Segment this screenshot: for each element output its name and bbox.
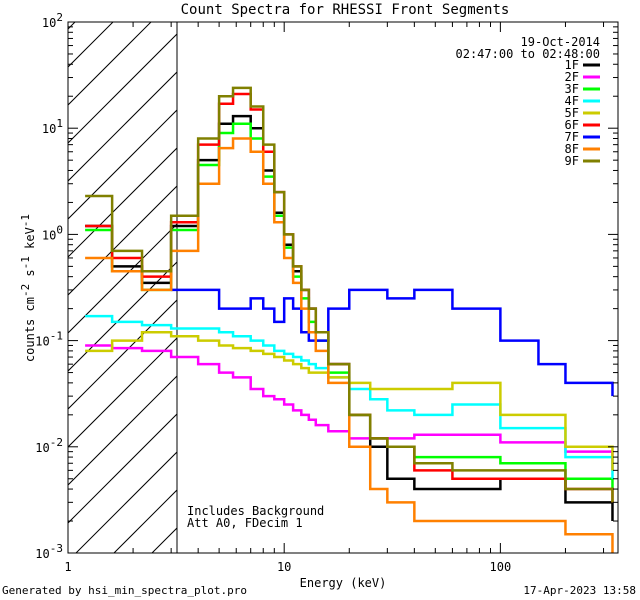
x-axis-label: Energy (keV) bbox=[300, 576, 387, 590]
series-layer bbox=[85, 86, 614, 553]
legend-label: 6F bbox=[565, 118, 579, 132]
legend-label: 2F bbox=[565, 70, 579, 84]
y-axis: 10-3 10-2 10-1 100 101 102 bbox=[35, 11, 618, 561]
annotation-attenuator: Att A0, FDecim 1 bbox=[187, 516, 303, 530]
legend-label: 9F bbox=[565, 154, 579, 168]
y-tick-label: 10-2 bbox=[35, 436, 63, 455]
date-label: 19-Oct-2014 bbox=[521, 35, 600, 49]
render-date-label: 17-Apr-2023 13:58 bbox=[523, 584, 636, 597]
time-range-label: 02:47:00 to 02:48:00 bbox=[456, 47, 601, 61]
legend-label: 4F bbox=[565, 94, 579, 108]
series-line-7F bbox=[171, 288, 614, 397]
series-line-4F bbox=[85, 314, 614, 479]
x-axis: 1 10 100 bbox=[64, 22, 605, 574]
hatch-line bbox=[68, 185, 177, 296]
series-line-5F bbox=[85, 330, 614, 471]
hatch-line bbox=[68, 223, 177, 334]
annotation-background: Includes Background bbox=[187, 504, 324, 518]
legend-label: 8F bbox=[565, 142, 579, 156]
series-line-2F bbox=[85, 344, 614, 471]
x-tick-label: 1 bbox=[64, 560, 71, 574]
hatch-line bbox=[68, 375, 177, 486]
series-line-1F bbox=[85, 114, 614, 522]
hatch-line bbox=[75, 451, 177, 553]
hatch-line bbox=[68, 413, 177, 524]
generated-by-label: Generated by hsi_min_spectra_plot.pro bbox=[2, 584, 247, 597]
legend-label: 5F bbox=[565, 106, 579, 120]
y-tick-label: 102 bbox=[42, 11, 63, 30]
y-tick-label: 101 bbox=[42, 117, 63, 136]
hatch-line bbox=[68, 22, 152, 106]
hatch-line bbox=[68, 33, 177, 144]
hatch-line bbox=[68, 22, 114, 68]
y-tick-label: 10-3 bbox=[35, 542, 63, 561]
series-line-9F bbox=[85, 86, 614, 503]
y-tick-label: 100 bbox=[42, 223, 63, 242]
chart-title: Count Spectra for RHESSI Front Segments bbox=[181, 2, 510, 18]
legend-label: 7F bbox=[565, 130, 579, 144]
plot-frame bbox=[67, 21, 619, 554]
hatched-region bbox=[68, 22, 177, 553]
legend-label: 3F bbox=[565, 82, 579, 96]
legend-label: 1F bbox=[565, 58, 579, 72]
y-tick-label: 10-1 bbox=[35, 330, 63, 349]
x-tick-label: 100 bbox=[490, 560, 512, 574]
x-tick-label: 10 bbox=[277, 560, 291, 574]
y-axis-label: counts cm-2 s-1 keV-1 bbox=[19, 214, 37, 362]
series-line-8F bbox=[85, 137, 614, 553]
hatch-line bbox=[68, 147, 177, 258]
